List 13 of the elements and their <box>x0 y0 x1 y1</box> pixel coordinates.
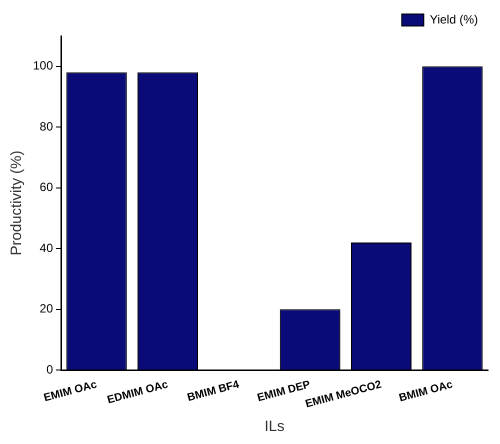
y-tick-label: 80 <box>40 119 54 134</box>
y-tick-label: 100 <box>32 58 54 73</box>
x-tick-label: BMIM OAc <box>398 378 454 404</box>
legend-label: Yield (%) <box>430 12 478 26</box>
x-tick-label: EDMIM OAc <box>106 378 170 406</box>
y-tick-label: 40 <box>40 240 54 255</box>
y-axis-title: Productivity (%) <box>8 150 26 256</box>
x-tick-label: BMIM BF4 <box>186 378 242 404</box>
y-tick-label: 0 <box>46 362 54 376</box>
y-tick-label: 60 <box>40 180 54 194</box>
x-axis-title: ILs <box>264 418 285 436</box>
x-tick-label: EMIM OAc <box>42 378 98 404</box>
y-tick-label: 20 <box>40 302 54 316</box>
